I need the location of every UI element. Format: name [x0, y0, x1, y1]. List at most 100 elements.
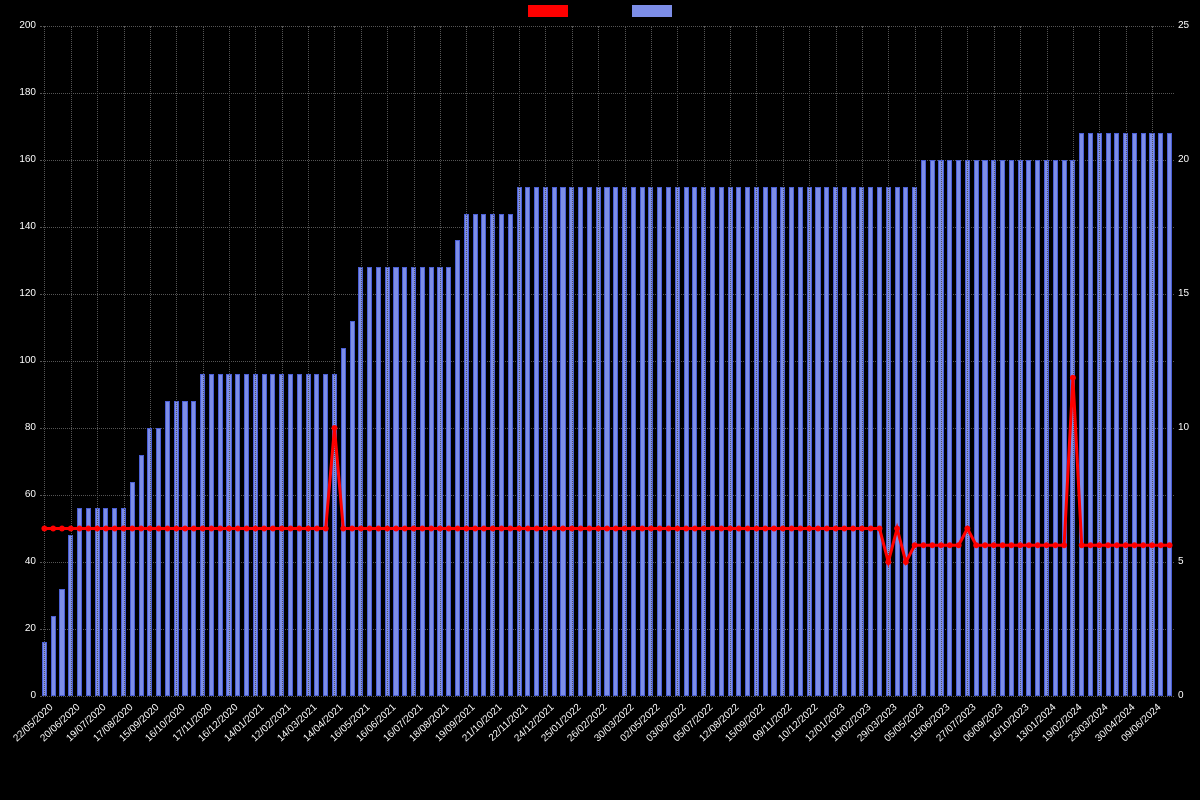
- line-marker: [331, 425, 337, 431]
- line-marker: [252, 526, 258, 532]
- line-marker: [859, 526, 865, 532]
- line-marker: [375, 526, 381, 532]
- line-marker: [1070, 375, 1076, 381]
- line-marker: [340, 526, 346, 532]
- line-series-layer: [0, 0, 1200, 800]
- line-marker: [797, 526, 803, 532]
- line-marker: [358, 526, 364, 532]
- line-marker: [402, 526, 408, 532]
- line-marker: [868, 526, 874, 532]
- line-marker: [806, 526, 812, 532]
- line-marker: [173, 526, 179, 532]
- line-marker: [762, 526, 768, 532]
- line-marker: [226, 526, 232, 532]
- line-marker: [481, 526, 487, 532]
- line-marker: [683, 526, 689, 532]
- line-marker: [938, 542, 944, 548]
- line-marker: [393, 526, 399, 532]
- line-marker: [121, 526, 127, 532]
- line-marker: [437, 526, 443, 532]
- line-marker: [586, 526, 592, 532]
- line-marker: [982, 542, 988, 548]
- line-marker: [94, 526, 100, 532]
- line-marker: [622, 526, 628, 532]
- line-marker: [41, 526, 47, 532]
- line-marker: [894, 526, 900, 532]
- line-marker: [604, 526, 610, 532]
- line-marker: [1026, 542, 1032, 548]
- line-marker: [1087, 542, 1093, 548]
- line-marker: [674, 526, 680, 532]
- line-marker: [1000, 542, 1006, 548]
- line-marker: [217, 526, 223, 532]
- line-marker: [349, 526, 355, 532]
- line-marker: [613, 526, 619, 532]
- line-marker: [833, 526, 839, 532]
- line-marker: [718, 526, 724, 532]
- line-marker: [182, 526, 188, 532]
- line-marker: [727, 526, 733, 532]
- line-marker: [68, 526, 74, 532]
- line-marker: [850, 526, 856, 532]
- line-marker: [973, 542, 979, 548]
- line-marker: [1052, 542, 1058, 548]
- line-marker: [753, 526, 759, 532]
- line-marker: [569, 526, 575, 532]
- line-marker: [50, 526, 56, 532]
- line-marker: [789, 526, 795, 532]
- line-marker: [270, 526, 276, 532]
- line-marker: [692, 526, 698, 532]
- line-marker: [314, 526, 320, 532]
- line-marker: [903, 559, 909, 565]
- line-marker: [885, 559, 891, 565]
- line-marker: [323, 526, 329, 532]
- line-marker: [745, 526, 751, 532]
- line-marker: [920, 542, 926, 548]
- line-marker: [1096, 542, 1102, 548]
- line-marker: [147, 526, 153, 532]
- line-marker: [138, 526, 144, 532]
- line-marker: [648, 526, 654, 532]
- line-marker: [296, 526, 302, 532]
- line-marker: [701, 526, 707, 532]
- line-marker: [815, 526, 821, 532]
- line-marker: [112, 526, 118, 532]
- line-marker: [824, 526, 830, 532]
- line-marker: [1149, 542, 1155, 548]
- line-marker: [595, 526, 601, 532]
- line-marker: [534, 526, 540, 532]
- line-marker: [841, 526, 847, 532]
- line-marker: [780, 526, 786, 532]
- line-marker: [709, 526, 715, 532]
- line-marker: [1158, 542, 1164, 548]
- line-marker: [666, 526, 672, 532]
- line-marker: [208, 526, 214, 532]
- line-marker: [490, 526, 496, 532]
- line-marker: [657, 526, 663, 532]
- line-marker: [279, 526, 285, 532]
- line-marker: [947, 542, 953, 548]
- line-marker: [525, 526, 531, 532]
- line-marker: [991, 542, 997, 548]
- line-marker: [129, 526, 135, 532]
- line-marker: [964, 526, 970, 532]
- line-marker: [1061, 542, 1067, 548]
- line-marker: [235, 526, 241, 532]
- line-marker: [77, 526, 83, 532]
- line-marker: [1105, 542, 1111, 548]
- line-marker: [877, 526, 883, 532]
- line-marker: [103, 526, 109, 532]
- line-marker: [305, 526, 311, 532]
- line-path: [44, 378, 1169, 562]
- line-marker: [428, 526, 434, 532]
- line-marker: [912, 542, 918, 548]
- line-marker: [630, 526, 636, 532]
- line-marker: [542, 526, 548, 532]
- line-marker: [1008, 542, 1014, 548]
- line-marker: [156, 526, 162, 532]
- line-marker: [384, 526, 390, 532]
- line-marker: [1140, 542, 1146, 548]
- line-marker: [191, 526, 197, 532]
- line-marker: [411, 526, 417, 532]
- line-marker: [1035, 542, 1041, 548]
